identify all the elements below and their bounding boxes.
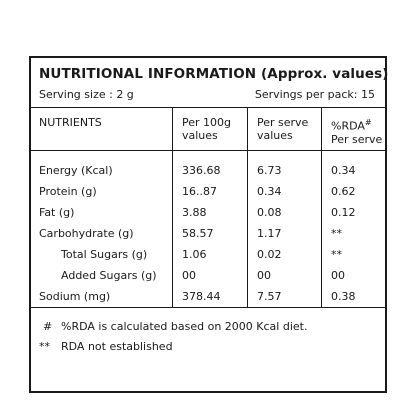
header-per-100g: Per 100g values [182,116,231,142]
row-total-sugars-name: Total Sugars (g) [61,248,148,261]
footnote-text: %RDA is calculated based on 2000 Kcal di… [61,320,308,333]
divider-header [31,150,385,151]
row-added-sugars-perserve: 00 [257,269,271,282]
row-sodium-per100g: 378.44 [182,290,221,303]
row-sodium-rda: 0.38 [331,290,356,303]
serving-info: Serving size : 2 g Servings per pack: 15 [39,88,375,101]
row-total-sugars-per100g: 1.06 [182,248,207,261]
column-divider [172,107,173,307]
footnote-rda-basis: # %RDA is calculated based on 2000 Kcal … [39,320,307,333]
header-per-100g-line2: values [182,129,218,142]
header-per-serve: Per serve values [257,116,308,142]
row-energy-rda: 0.34 [331,164,356,177]
row-fat-perserve: 0.08 [257,206,282,219]
divider-top [31,107,385,108]
row-fat-name: Fat (g) [39,206,75,219]
divider-bottom [31,307,385,308]
nutrition-panel: NUTRITIONAL INFORMATION (Approx. values)… [29,56,389,393]
row-sodium-name: Sodium (mg) [39,290,111,303]
row-energy-per100g: 336.68 [182,164,221,177]
row-carbohydrate-per100g: 58.57 [182,227,214,240]
column-divider [321,107,322,307]
row-energy-perserve: 6.73 [257,164,282,177]
header-rda-line1: %RDA [331,119,365,133]
row-carbohydrate-name: Carbohydrate (g) [39,227,134,240]
header-per-100g-line1: Per 100g [182,116,232,129]
header-rda: %RDA# Per serve [331,116,382,146]
row-carbohydrate-perserve: 1.17 [257,227,282,240]
footnote-mark: # [43,320,53,333]
row-energy-name: Energy (Kcal) [39,164,113,177]
footnote-mark: ** [39,340,50,353]
footnote-text: RDA not established [61,340,173,353]
row-total-sugars-rda: ** [331,248,342,261]
row-total-sugars-perserve: 0.02 [257,248,282,261]
header-rda-line2: Per serve [331,132,383,146]
row-protein-name: Protein (g) [39,185,97,198]
column-divider [247,107,248,307]
row-added-sugars-name: Added Sugars (g) [61,269,157,282]
row-protein-perserve: 0.34 [257,185,282,198]
row-fat-rda: 0.12 [331,206,356,219]
row-added-sugars-per100g: 00 [182,269,196,282]
header-per-serve-line2: values [257,129,293,142]
panel-title: NUTRITIONAL INFORMATION (Approx. values) [39,66,389,82]
header-nutrients: NUTRIENTS [39,116,102,129]
row-fat-per100g: 3.88 [182,206,207,219]
row-protein-rda: 0.62 [331,185,356,198]
row-sodium-perserve: 7.57 [257,290,282,303]
header-rda-mark: # [364,118,372,127]
header-per-serve-line1: Per serve [257,116,309,129]
row-added-sugars-rda: 00 [331,269,345,282]
servings-per-pack: Servings per pack: 15 [254,88,375,101]
row-protein-per100g: 16..87 [182,185,217,198]
footnote-rda-not-established: ** RDA not established [39,340,173,353]
row-carbohydrate-rda: ** [331,227,342,240]
serving-size: Serving size : 2 g [39,88,134,101]
